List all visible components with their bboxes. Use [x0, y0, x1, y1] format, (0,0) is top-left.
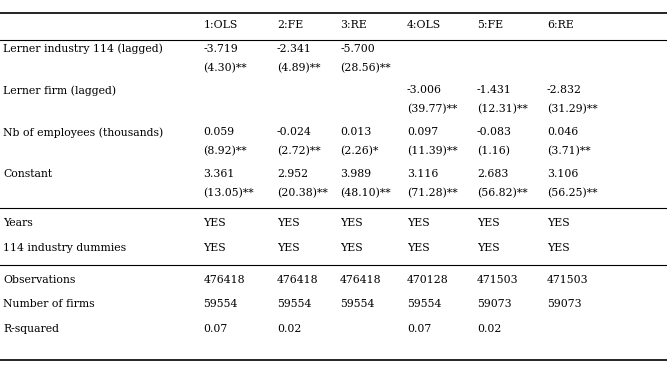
Text: 59554: 59554: [340, 299, 375, 309]
Text: Lerner firm (lagged): Lerner firm (lagged): [3, 85, 117, 96]
Text: 470128: 470128: [407, 275, 449, 285]
Text: (28.56)**: (28.56)**: [340, 63, 391, 73]
Text: 4:OLS: 4:OLS: [407, 20, 441, 30]
Text: (8.92)**: (8.92)**: [203, 146, 247, 156]
Text: -0.083: -0.083: [477, 127, 512, 137]
Text: 59554: 59554: [407, 299, 442, 309]
Text: YES: YES: [407, 243, 430, 252]
Text: Nb of employees (thousands): Nb of employees (thousands): [3, 127, 163, 138]
Text: -3.006: -3.006: [407, 85, 442, 95]
Text: (2.26)*: (2.26)*: [340, 146, 379, 156]
Text: YES: YES: [277, 218, 299, 228]
Text: YES: YES: [340, 243, 363, 252]
Text: 2.952: 2.952: [277, 169, 308, 179]
Text: 471503: 471503: [477, 275, 518, 285]
Text: 1:OLS: 1:OLS: [203, 20, 237, 30]
Text: 114 industry dummies: 114 industry dummies: [3, 243, 127, 252]
Text: YES: YES: [203, 243, 226, 252]
Text: YES: YES: [203, 218, 226, 228]
Text: (3.71)**: (3.71)**: [547, 146, 590, 156]
Text: YES: YES: [547, 218, 570, 228]
Text: 0.07: 0.07: [203, 324, 227, 334]
Text: 59073: 59073: [547, 299, 582, 309]
Text: (11.39)**: (11.39)**: [407, 146, 458, 156]
Text: YES: YES: [277, 243, 299, 252]
Text: 59554: 59554: [203, 299, 238, 309]
Text: 0.02: 0.02: [477, 324, 502, 334]
Text: 0.059: 0.059: [203, 127, 235, 137]
Text: 0.046: 0.046: [547, 127, 578, 137]
Text: 476418: 476418: [340, 275, 382, 285]
Text: 3.106: 3.106: [547, 169, 578, 179]
Text: (48.10)**: (48.10)**: [340, 188, 391, 198]
Text: (4.89)**: (4.89)**: [277, 63, 320, 73]
Text: YES: YES: [477, 243, 500, 252]
Text: 0.097: 0.097: [407, 127, 438, 137]
Text: YES: YES: [477, 218, 500, 228]
Text: Constant: Constant: [3, 169, 53, 179]
Text: -3.719: -3.719: [203, 44, 238, 53]
Text: 59073: 59073: [477, 299, 512, 309]
Text: (71.28)**: (71.28)**: [407, 188, 458, 198]
Text: (56.82)**: (56.82)**: [477, 188, 528, 198]
Text: -0.024: -0.024: [277, 127, 311, 137]
Text: Observations: Observations: [3, 275, 76, 285]
Text: (20.38)**: (20.38)**: [277, 188, 327, 198]
Text: 0.07: 0.07: [407, 324, 431, 334]
Text: -2.832: -2.832: [547, 85, 582, 95]
Text: (1.16): (1.16): [477, 146, 510, 156]
Text: Years: Years: [3, 218, 33, 228]
Text: -1.431: -1.431: [477, 85, 512, 95]
Text: YES: YES: [547, 243, 570, 252]
Text: 476418: 476418: [203, 275, 245, 285]
Text: 3.361: 3.361: [203, 169, 235, 179]
Text: 2:FE: 2:FE: [277, 20, 303, 30]
Text: 2.683: 2.683: [477, 169, 508, 179]
Text: (31.29)**: (31.29)**: [547, 104, 598, 114]
Text: -5.700: -5.700: [340, 44, 375, 53]
Text: Number of firms: Number of firms: [3, 299, 95, 309]
Text: Lerner industry 114 (lagged): Lerner industry 114 (lagged): [3, 44, 163, 54]
Text: 3:RE: 3:RE: [340, 20, 367, 30]
Text: 3.989: 3.989: [340, 169, 372, 179]
Text: 3.116: 3.116: [407, 169, 438, 179]
Text: 471503: 471503: [547, 275, 588, 285]
Text: R-squared: R-squared: [3, 324, 59, 334]
Text: (12.31)**: (12.31)**: [477, 104, 528, 114]
Text: 0.013: 0.013: [340, 127, 372, 137]
Text: 59554: 59554: [277, 299, 311, 309]
Text: 6:RE: 6:RE: [547, 20, 574, 30]
Text: (39.77)**: (39.77)**: [407, 104, 458, 114]
Text: (56.25)**: (56.25)**: [547, 188, 598, 198]
Text: (2.72)**: (2.72)**: [277, 146, 320, 156]
Text: 5:FE: 5:FE: [477, 20, 503, 30]
Text: YES: YES: [340, 218, 363, 228]
Text: 0.02: 0.02: [277, 324, 301, 334]
Text: YES: YES: [407, 218, 430, 228]
Text: -2.341: -2.341: [277, 44, 311, 53]
Text: (13.05)**: (13.05)**: [203, 188, 254, 198]
Text: (4.30)**: (4.30)**: [203, 63, 247, 73]
Text: 476418: 476418: [277, 275, 318, 285]
